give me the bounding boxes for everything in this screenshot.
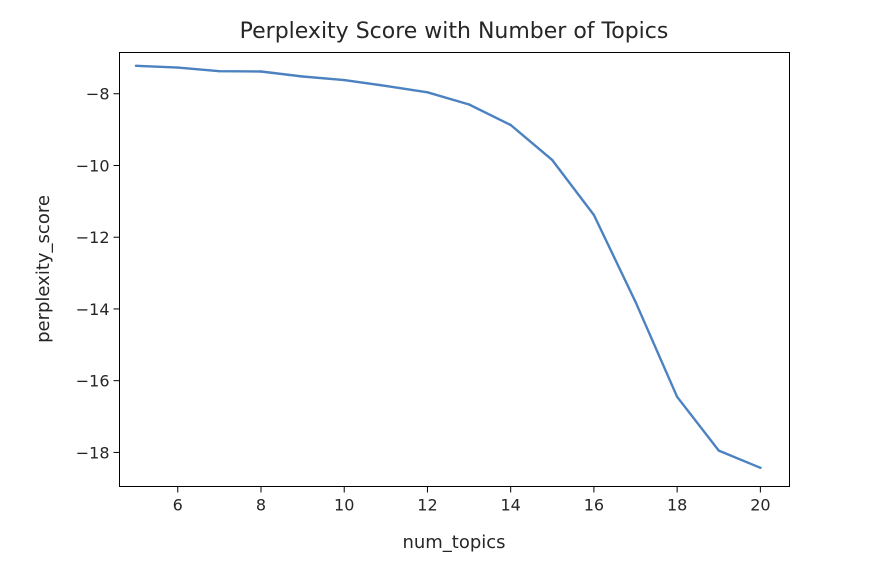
series-line [134, 64, 762, 469]
data-point [717, 449, 720, 452]
data-point [301, 75, 304, 78]
plot-area-frame [119, 52, 790, 487]
data-point [218, 70, 221, 73]
data-point [634, 300, 637, 303]
x-tick-label: 14 [501, 496, 521, 515]
data-point [176, 66, 179, 69]
x-tick-label: 20 [750, 496, 770, 515]
x-tick-label: 18 [667, 496, 687, 515]
data-point [343, 78, 346, 82]
y-tick-label: −8 [86, 85, 110, 104]
data-point [134, 64, 138, 68]
data-point [467, 103, 471, 106]
data-point [551, 158, 554, 162]
x-tick-label: 8 [256, 496, 266, 515]
chart-title: Perplexity Score with Number of Topics [240, 19, 669, 44]
data-point [384, 84, 387, 88]
data-point [509, 123, 512, 127]
x-tick-label: 10 [334, 496, 354, 515]
series-points [134, 64, 762, 469]
y-tick-label: −10 [76, 156, 110, 175]
y-tick-label: −18 [76, 443, 110, 462]
data-point [426, 91, 429, 94]
x-tick-label: 6 [173, 496, 183, 515]
x-axis-label: num_topics [402, 532, 505, 553]
y-axis-ticks: −8 −10 −12 −14 −16 −18 [76, 85, 120, 462]
y-axis-label: perplexity_score [33, 195, 54, 343]
x-axis-ticks: 6 8 10 12 14 16 18 20 [173, 486, 771, 515]
y-tick-label: −14 [76, 300, 110, 319]
y-tick-label: −16 [76, 372, 110, 391]
data-point [592, 213, 596, 217]
x-tick-label: 12 [417, 496, 437, 515]
data-point [759, 466, 762, 469]
data-point [675, 395, 679, 398]
data-point [259, 70, 263, 73]
x-tick-label: 16 [584, 496, 604, 515]
y-tick-label: −12 [76, 228, 110, 247]
